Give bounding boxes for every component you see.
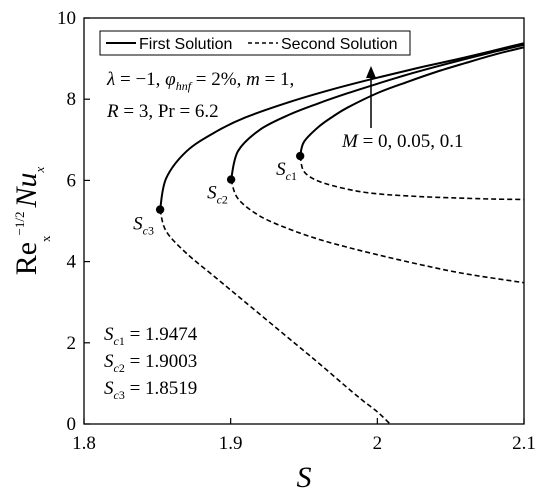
- parameters-line-2: R = 3, Pr = 6.2: [106, 101, 219, 122]
- second-solution-line-sc2: [230, 179, 525, 284]
- legend: First Solution Second Solution: [99, 30, 411, 56]
- y-tick-label: 4: [67, 252, 77, 273]
- arrow-increasing-m: [366, 66, 376, 128]
- arrow-label: M = 0, 0.05, 0.1: [341, 131, 464, 152]
- critical-point-label: Sc1: [276, 159, 297, 183]
- second-solution-line-sc1: [299, 155, 525, 201]
- legend-label-second: Second Solution: [281, 36, 398, 53]
- critical-point-marker: [226, 175, 236, 184]
- x-tick-label: 1.8: [72, 433, 96, 454]
- y-tick-label: 8: [67, 89, 77, 110]
- legend-label-first: First Solution: [139, 36, 232, 53]
- critical-point-label: Sc3: [133, 214, 154, 238]
- y-tick-label: 6: [67, 170, 77, 191]
- plot-frame: [83, 17, 525, 425]
- first-solution-line-sc1: [299, 46, 525, 157]
- curves: [159, 42, 525, 425]
- y-tick-label: 0: [67, 414, 77, 435]
- critical-point-marker: [155, 205, 165, 214]
- second-solution-line-sc3: [159, 209, 391, 425]
- x-tick-label: 2.1: [512, 433, 536, 454]
- critical-point-label: Sc2: [207, 183, 228, 207]
- first-solution-line-sc2: [230, 43, 525, 180]
- y-axis-title: Rex−1/2Nux: [10, 166, 53, 275]
- x-axis-title: S: [297, 461, 312, 494]
- x-tick-label: 1.9: [219, 433, 243, 454]
- critical-point-marker: [295, 151, 305, 161]
- annotations: Sc1 Sc2 Sc3: [133, 151, 305, 238]
- parameters-line-1: λ = −1, φhnf = 2%, m = 1,: [106, 69, 294, 93]
- critical-value-3: Sc3 = 1.8519: [104, 378, 197, 402]
- x-tick-label: 2: [373, 433, 383, 454]
- first-solution-line-sc3: [159, 42, 525, 210]
- critical-value-1: Sc1 = 1.9474: [104, 324, 198, 348]
- y-tick-label: 2: [67, 333, 77, 354]
- critical-value-2: Sc2 = 1.9003: [104, 351, 197, 375]
- axis-ticks: 1.8 1.9 2 2.1 0 2 4 6 8 10: [57, 8, 536, 454]
- y-tick-label: 10: [57, 8, 76, 29]
